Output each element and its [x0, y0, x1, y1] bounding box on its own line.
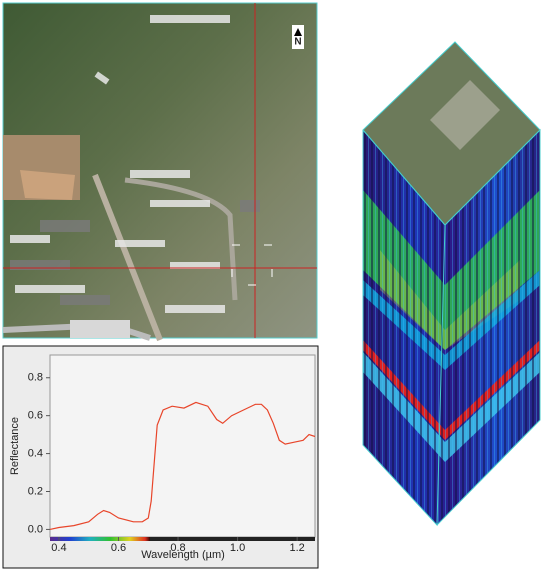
- y-tick-label: 0.8: [28, 372, 43, 384]
- hyperspectral-cube: [362, 41, 541, 527]
- y-tick-label: 0.4: [28, 447, 43, 459]
- y-tick-label: 0.0: [28, 523, 43, 535]
- north-label: N: [294, 37, 301, 48]
- spectrum-line: [49, 401, 316, 530]
- y-axis-label: Reflectance: [9, 417, 21, 475]
- y-tick-label: 0.2: [28, 485, 43, 497]
- aerial-image: N: [2, 2, 318, 342]
- x-tick-label: 1.0: [230, 542, 245, 554]
- color-bar: [50, 537, 150, 541]
- x-tick-label: 0.8: [170, 542, 185, 554]
- plot-area: [49, 354, 316, 538]
- x-tick-label: 0.6: [111, 542, 126, 554]
- color-bar: [150, 537, 315, 541]
- y-tick-label: 0.6: [28, 410, 43, 422]
- x-tick-label: 0.4: [51, 542, 66, 554]
- x-axis-label: Wavelength (µm): [141, 549, 225, 561]
- x-tick-label: 1.2: [289, 542, 304, 554]
